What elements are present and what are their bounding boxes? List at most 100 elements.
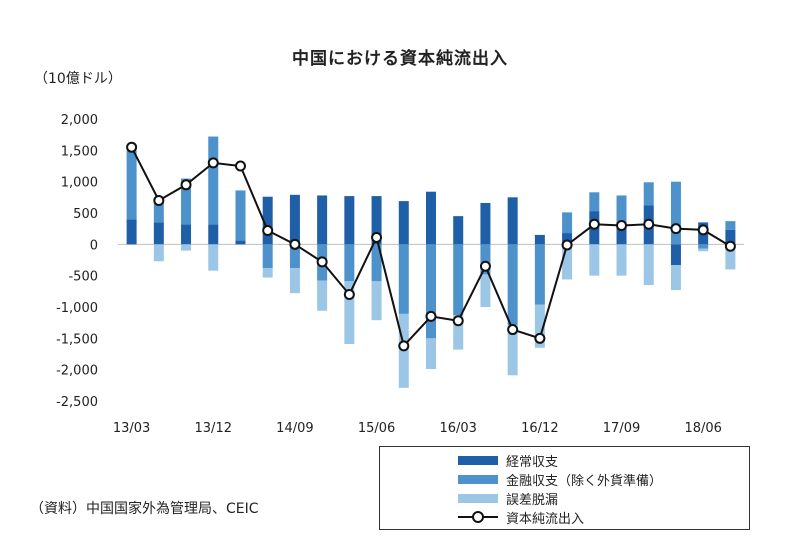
x-tick-label: 17/09 [603, 421, 640, 436]
bars-group [126, 136, 736, 388]
bar-errors-omissions [589, 244, 600, 276]
bar-financial-account [643, 182, 654, 206]
net-flow-line-group [126, 141, 736, 352]
bar-financial-account [616, 195, 627, 222]
bar-current-account [426, 191, 436, 245]
legend-item-net-flow: 資本純流出入 [458, 508, 585, 527]
net-flow-point [534, 332, 546, 344]
y-tick-label: 2,000 [61, 113, 98, 128]
bar-current-account [235, 240, 246, 245]
net-flow-point [371, 231, 383, 243]
bar-financial-account [398, 244, 409, 314]
bar-errors-omissions [289, 268, 300, 294]
net-flow-point [507, 324, 519, 336]
bar-errors-omissions [616, 244, 627, 276]
bar-errors-omissions [507, 325, 518, 376]
y-tick-label: 500 [73, 207, 98, 222]
bar-errors-omissions [317, 280, 328, 311]
bar-current-account [181, 224, 192, 245]
net-flow-point [616, 220, 628, 232]
y-tick-label: 1,000 [61, 176, 98, 191]
net-flow-point [180, 179, 192, 191]
bar-errors-omissions [208, 244, 219, 271]
x-tick-label: 16/03 [439, 421, 476, 436]
legend-item-current-account: 経常収支 [458, 451, 559, 470]
bar-financial-account [262, 244, 273, 269]
x-tick-label: 13/12 [195, 421, 232, 436]
bar-errors-omissions [453, 315, 464, 350]
bar-financial-account [426, 244, 436, 339]
legend-label-current-account: 経常収支 [506, 454, 559, 470]
bar-financial-account [589, 192, 600, 212]
bar-current-account [371, 196, 382, 245]
x-tick-label: 18/06 [684, 421, 721, 436]
net-flow-point [398, 340, 410, 352]
legend-item-errors-omissions: 誤差脱漏 [458, 489, 559, 508]
net-flow-point [643, 218, 655, 230]
legend-line-marker-icon [458, 511, 498, 523]
legend-label-net-flow: 資本純流出入 [506, 511, 585, 527]
net-flow-point [425, 310, 437, 322]
bar-errors-omissions [371, 281, 382, 321]
bar-errors-omissions [562, 244, 573, 280]
net-flow-point [670, 223, 682, 235]
bar-current-account [507, 197, 518, 245]
bar-current-account [480, 202, 491, 245]
bar-financial-account [208, 136, 219, 225]
bar-errors-omissions [344, 281, 355, 344]
bar-financial-account [698, 244, 709, 249]
bar-financial-account [344, 244, 355, 282]
x-tick-label: 13/03 [113, 421, 150, 436]
net-flow-point [262, 225, 274, 237]
net-flow-point [343, 288, 355, 300]
legend-label-errors-omissions: 誤差脱漏 [506, 492, 559, 508]
bar-current-account [289, 194, 300, 245]
net-flow-point [316, 256, 328, 268]
net-flow-point [289, 238, 301, 250]
bar-errors-omissions [153, 244, 164, 262]
bar-current-account [126, 219, 137, 245]
bar-current-account [317, 195, 328, 245]
legend-label-financial-account: 金融収支（除く外貨準備） [506, 473, 663, 489]
bar-financial-account [289, 244, 300, 269]
bar-financial-account [235, 190, 246, 241]
bar-current-account [670, 244, 681, 266]
net-flow-point [452, 315, 464, 327]
y-tick-label: -2,000 [56, 364, 98, 379]
bar-errors-omissions [698, 248, 709, 252]
x-tick-label: 14/09 [276, 421, 313, 436]
bar-current-account [398, 201, 409, 245]
y-tick-label: 0 [90, 238, 98, 253]
bar-current-account [534, 234, 545, 245]
net-flow-point [724, 240, 736, 252]
bar-errors-omissions [725, 244, 736, 270]
y-tick-label: -1,500 [56, 332, 98, 347]
bar-errors-omissions [643, 244, 654, 286]
legend: 経常収支 金融収支（除く外貨準備） 誤差脱漏 資本純流出入 [379, 446, 750, 530]
legend-item-financial-account: 金融収支（除く外貨準備） [458, 470, 663, 489]
legend-swatch-financial-account [458, 474, 498, 484]
bar-current-account [725, 229, 736, 245]
bar-errors-omissions [262, 268, 273, 278]
bar-current-account [208, 224, 219, 245]
bar-errors-omissions [426, 338, 436, 370]
net-flow-point [153, 194, 165, 206]
bar-current-account [616, 221, 627, 245]
bar-current-account [262, 196, 273, 245]
net-flow-point [561, 239, 573, 251]
bar-financial-account [562, 212, 573, 234]
bar-current-account [562, 233, 573, 245]
chart-title: 中国における資本純流出入 [292, 49, 508, 69]
net-flow-point [479, 260, 491, 272]
net-flow-point [588, 218, 600, 230]
bar-current-account [453, 216, 464, 245]
net-flow-point [697, 224, 709, 236]
net-flow-point [126, 141, 138, 153]
bar-errors-omissions [181, 244, 192, 251]
y-axis-unit-label: （10億ドル） [34, 71, 122, 87]
x-tick-label: 15/06 [358, 421, 395, 436]
bar-financial-account [181, 178, 192, 225]
bar-financial-account [126, 150, 137, 220]
bar-errors-omissions [480, 274, 491, 307]
